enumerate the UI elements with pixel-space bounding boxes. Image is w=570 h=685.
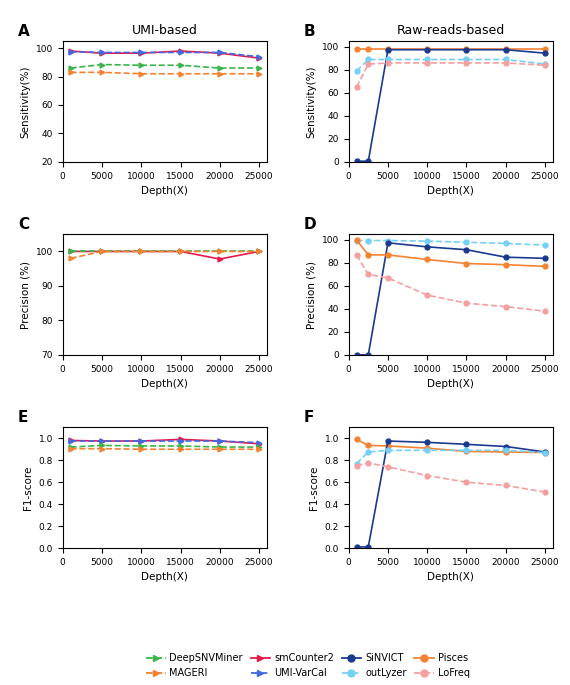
Y-axis label: Precision (%): Precision (%)	[20, 260, 30, 329]
X-axis label: Depth(X): Depth(X)	[141, 186, 188, 196]
X-axis label: Depth(X): Depth(X)	[141, 379, 188, 389]
X-axis label: Depth(X): Depth(X)	[141, 572, 188, 582]
Y-axis label: F1-score: F1-score	[309, 466, 319, 510]
Text: A: A	[18, 24, 30, 39]
Text: C: C	[18, 217, 29, 232]
Title: Raw-reads-based: Raw-reads-based	[397, 24, 505, 37]
Y-axis label: F1-score: F1-score	[23, 466, 33, 510]
X-axis label: Depth(X): Depth(X)	[428, 379, 474, 389]
Y-axis label: Precision (%): Precision (%)	[306, 260, 316, 329]
Y-axis label: Sensitivity(%): Sensitivity(%)	[306, 65, 316, 138]
Text: E: E	[18, 410, 28, 425]
Y-axis label: Sensitivity(%): Sensitivity(%)	[20, 65, 30, 138]
Text: F: F	[304, 410, 314, 425]
Title: UMI-based: UMI-based	[132, 24, 198, 37]
Text: B: B	[304, 24, 315, 39]
Legend: DeepSNVMiner, MAGERI, smCounter2, UMI-VarCal, SiNVICT, outLyzer, Pisces, LoFreq: DeepSNVMiner, MAGERI, smCounter2, UMI-Va…	[144, 651, 471, 680]
Text: D: D	[304, 217, 316, 232]
X-axis label: Depth(X): Depth(X)	[428, 572, 474, 582]
X-axis label: Depth(X): Depth(X)	[428, 186, 474, 196]
